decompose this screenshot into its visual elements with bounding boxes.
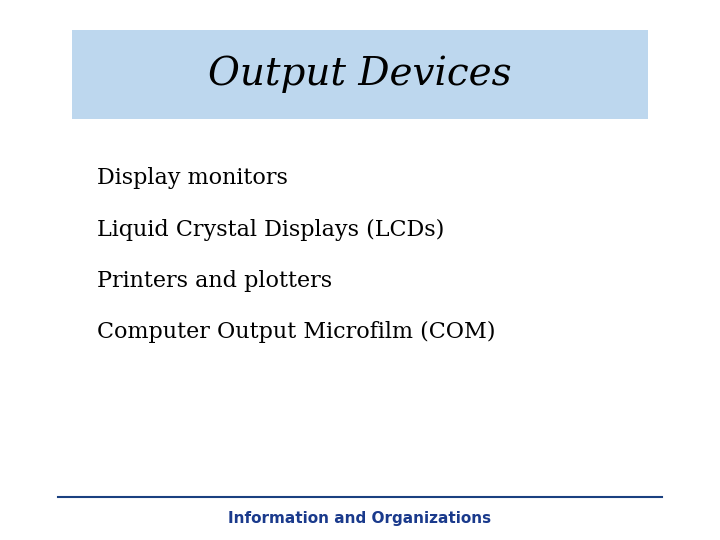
Text: Output Devices: Output Devices [208,56,512,93]
Text: Computer Output Microfilm (COM): Computer Output Microfilm (COM) [97,321,495,343]
FancyBboxPatch shape [72,30,648,119]
Text: Display monitors: Display monitors [97,167,288,189]
Text: Printers and plotters: Printers and plotters [97,270,333,292]
Text: Liquid Crystal Displays (LCDs): Liquid Crystal Displays (LCDs) [97,219,444,240]
Text: Information and Organizations: Information and Organizations [228,511,492,526]
